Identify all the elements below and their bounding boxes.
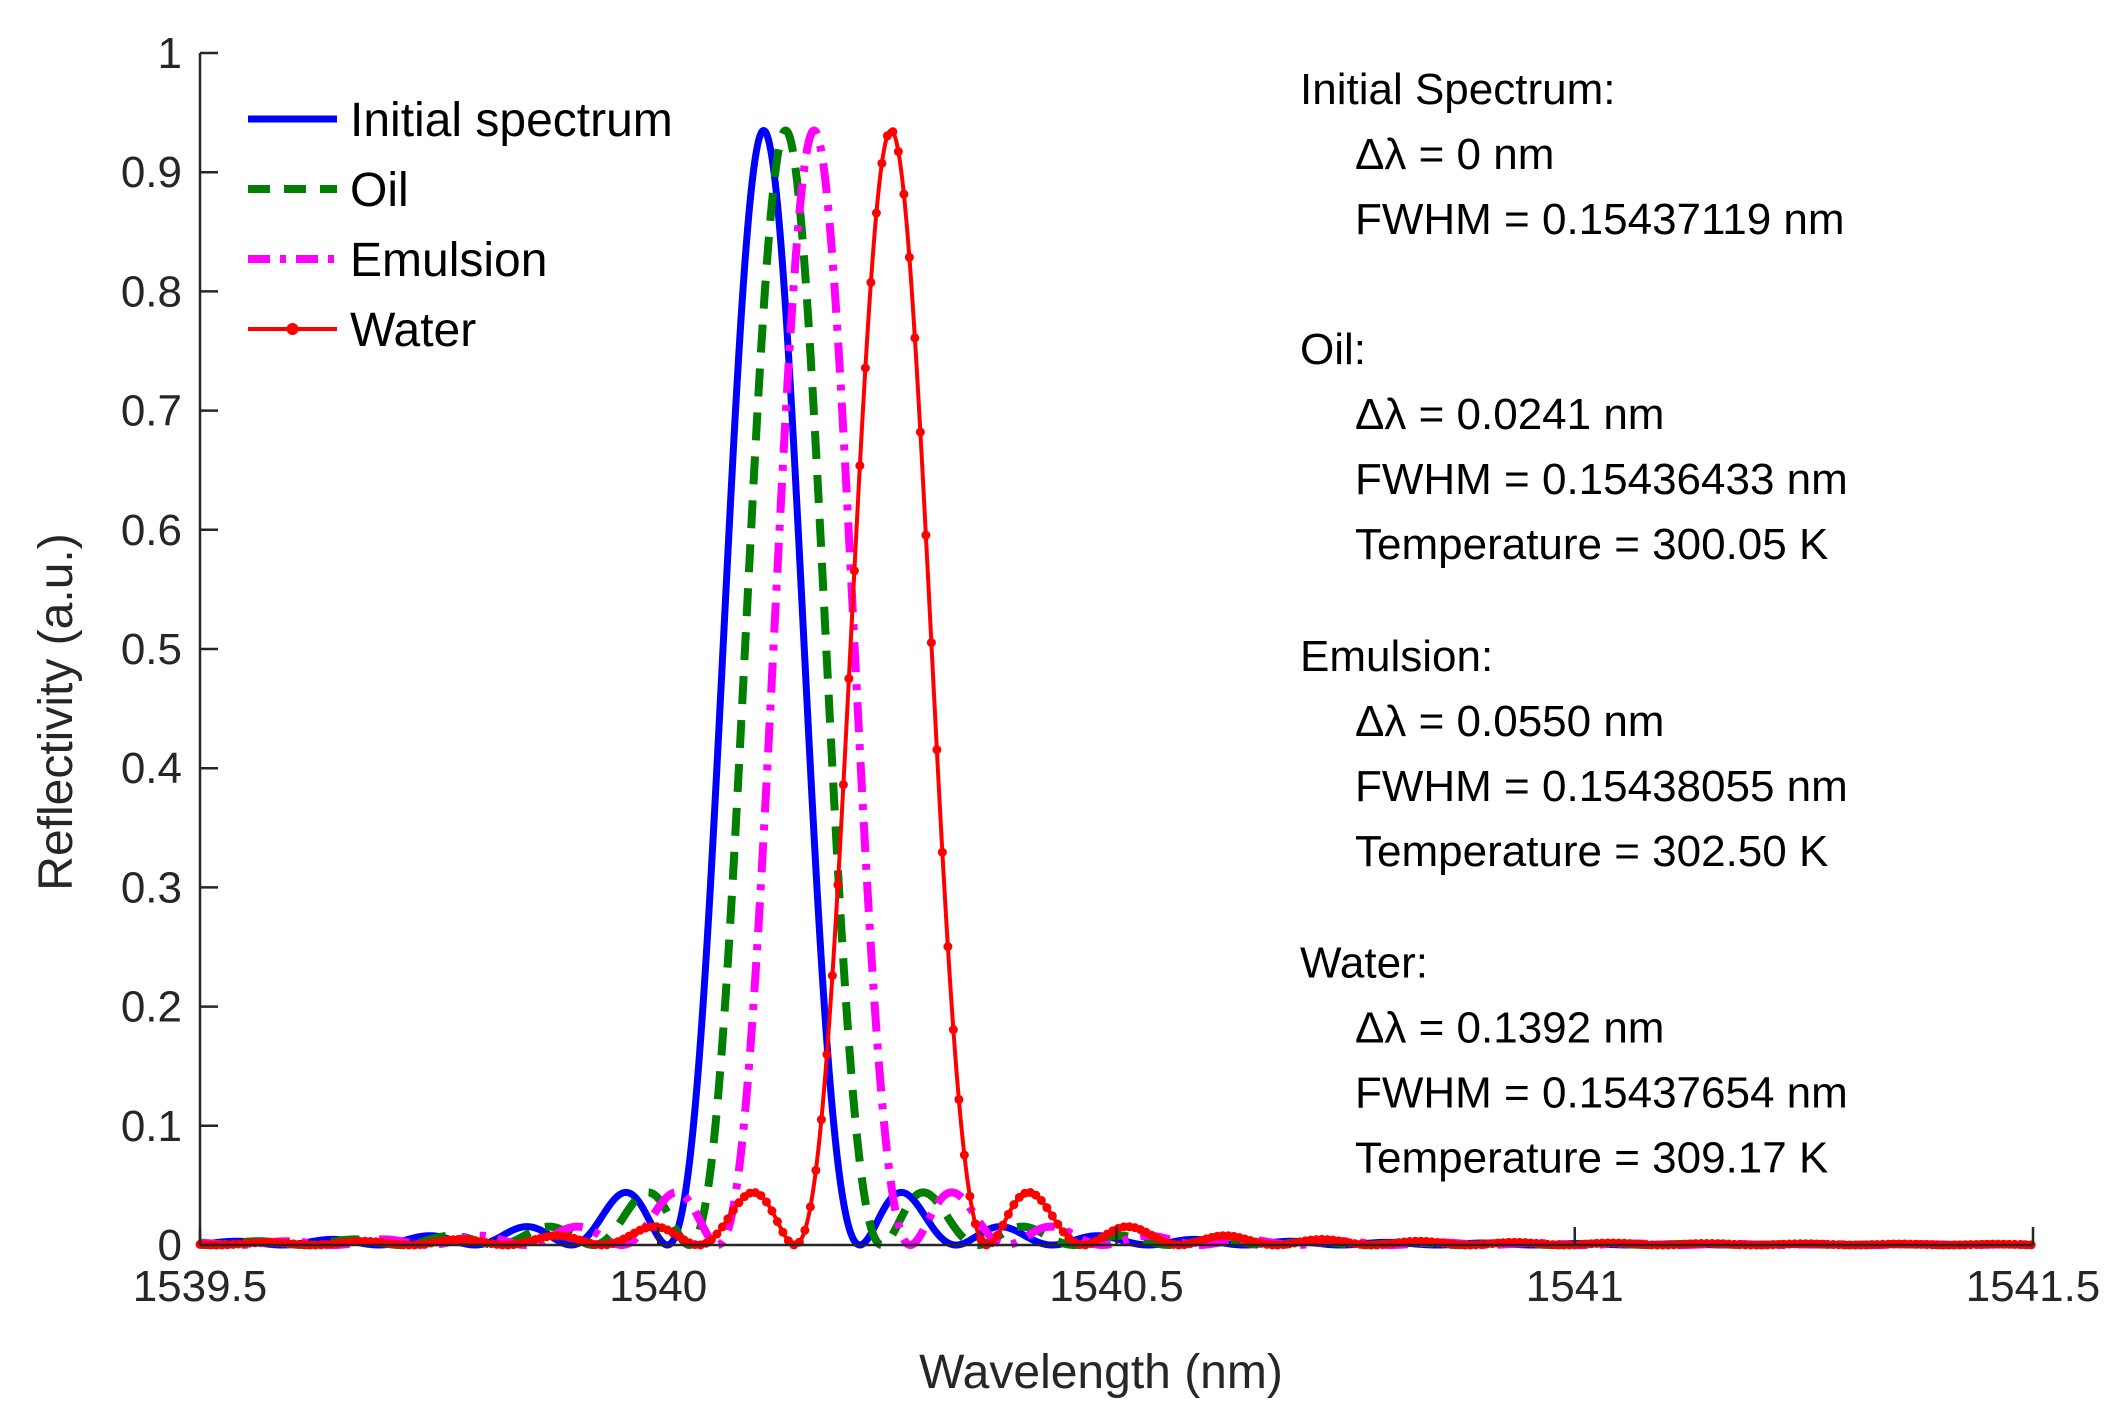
annotations-panel: Initial Spectrum: Δλ = 0 nm FWHM = 0.15437… [1300, 65, 1848, 1183]
series-marker-water [816, 1115, 826, 1125]
series-marker-water [893, 147, 903, 157]
y-tick-label: 0.5 [121, 625, 182, 674]
series-marker-water [910, 333, 920, 343]
series-marker-water [992, 1230, 1002, 1240]
series-marker-water [1058, 1227, 1068, 1237]
y-tick-label: 0.6 [121, 506, 182, 555]
series-marker-water [915, 427, 925, 437]
x-tick-label: 1541.5 [1966, 1262, 2101, 1311]
annotation-line: FWHM = 0.15437654 nm [1355, 1069, 1848, 1118]
series-marker-water [767, 1206, 777, 1216]
series-marker-water [1009, 1200, 1019, 1210]
series-marker-water [838, 780, 848, 790]
y-tick-label: 0.7 [121, 387, 182, 436]
legend-marker [286, 323, 299, 335]
series-marker-water [723, 1214, 733, 1224]
y-tick-label: 0.4 [121, 744, 182, 793]
axes: 1539.5 1540 1540.5 1541 1541.5 0 0.1 0.2 0.3 0.4 0… [121, 29, 2100, 1311]
series-marker-water [728, 1205, 738, 1215]
x-tick-label: 1541 [1526, 1262, 1624, 1311]
annotation-line: Δλ = 0 nm [1355, 130, 1554, 179]
legend-label: Emulsion [350, 234, 547, 287]
x-axis-label: Wavelength (nm) [919, 1346, 1283, 1399]
annotation-heading: Emulsion: [1300, 632, 1493, 681]
series-marker-water [811, 1165, 821, 1175]
series-marker-water [926, 638, 936, 648]
series-marker-water [778, 1227, 788, 1237]
x-tick-label: 1540 [609, 1262, 707, 1311]
series-marker-water [970, 1219, 980, 1229]
series-marker-water [948, 1025, 958, 1035]
series-marker-water [800, 1225, 810, 1235]
series-marker-water [866, 277, 876, 287]
legend-label: Oil [350, 164, 409, 217]
series-marker-water [976, 1234, 986, 1244]
series-marker-water [921, 530, 931, 540]
annotation-line: FWHM = 0.15438055 nm [1355, 762, 1848, 811]
annotation-heading: Initial Spectrum: [1300, 65, 1615, 114]
series-marker-water [712, 1229, 722, 1239]
series-marker-water [860, 363, 870, 373]
legend-label: Water [350, 304, 476, 357]
series-marker-water [899, 189, 909, 199]
series-marker-water [937, 847, 947, 857]
series-marker-water [844, 674, 854, 684]
annotation-heading: Water: [1300, 939, 1428, 988]
series-marker-water [1036, 1195, 1046, 1205]
y-tick-label: 1 [158, 29, 182, 78]
y-tick-label: 0.9 [121, 148, 182, 197]
series-marker-water [877, 158, 887, 168]
y-tick-label: 0 [158, 1221, 182, 1270]
series-marker-water [965, 1191, 975, 1201]
series-marker-water [706, 1235, 716, 1245]
series-marker-water [1047, 1211, 1057, 1221]
y-tick-label: 0.8 [121, 267, 182, 316]
series-marker-water [849, 566, 859, 576]
series-marker-water [833, 880, 843, 890]
annotation-heading: Oil: [1300, 325, 1366, 374]
series-marker-water [805, 1202, 815, 1212]
series-marker-water [932, 745, 942, 755]
series-marker-water [998, 1220, 1008, 1230]
series-marker-water [734, 1198, 744, 1208]
legend-label: Initial spectrum [350, 94, 673, 147]
series-marker-water [772, 1217, 782, 1227]
series-marker-water [1053, 1219, 1063, 1229]
y-tick-label: 0.1 [121, 1102, 182, 1151]
x-tick-label: 1540.5 [1049, 1262, 1184, 1311]
series-marker-water [855, 461, 865, 471]
y-axis-label: Reflectivity (a.u.) [30, 533, 83, 890]
series-marker-water [717, 1222, 727, 1232]
series-marker-water [959, 1150, 969, 1160]
annotation-line: FWHM = 0.15436433 nm [1355, 455, 1848, 504]
annotation-line: Temperature = 309.17 K [1355, 1134, 1828, 1183]
annotation-line: Δλ = 0.1392 nm [1355, 1004, 1664, 1053]
series-marker-water [888, 127, 898, 137]
y-tick-label: 0.3 [121, 863, 182, 912]
series-marker-water [827, 971, 837, 981]
series-marker-water [761, 1197, 771, 1207]
annotation-line: Temperature = 300.05 K [1355, 520, 1828, 569]
y-tick-label: 0.2 [121, 983, 182, 1032]
series-marker-water [756, 1191, 766, 1201]
annotation-line: Δλ = 0.0550 nm [1355, 697, 1664, 746]
series-marker-water [904, 252, 914, 262]
legend: Initial spectrum Oil Emulsion Water [248, 94, 673, 357]
series-line-emulsion [197, 126, 2036, 1249]
series-marker-water [1003, 1209, 1013, 1219]
series-marker-water [822, 1049, 832, 1059]
annotation-line: Δλ = 0.0241 nm [1355, 390, 1664, 439]
series-marker-water [871, 208, 881, 218]
series-marker-water [943, 942, 953, 952]
series-marker-water [1042, 1203, 1052, 1213]
series-marker-water [954, 1094, 964, 1104]
annotation-line: Temperature = 302.50 K [1355, 827, 1828, 876]
x-tick-label: 1539.5 [133, 1262, 268, 1311]
annotation-line: FWHM = 0.15437119 nm [1355, 195, 1845, 244]
